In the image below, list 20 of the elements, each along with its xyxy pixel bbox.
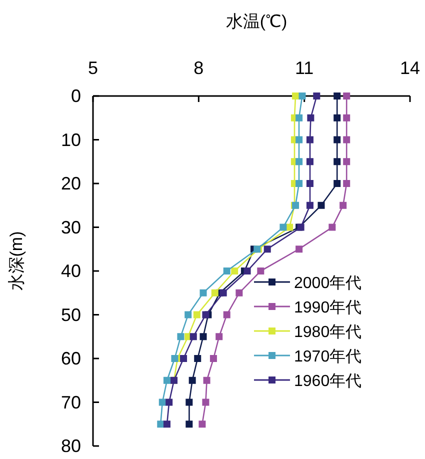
legend-label: 1960年代 [294, 373, 362, 390]
legend-label: 1980年代 [294, 324, 362, 341]
y-axis-title: 水深(m) [7, 231, 26, 291]
y-tick-label: 0 [70, 86, 81, 106]
y-tick-label: 30 [60, 217, 81, 238]
x-axis-title: 水温(℃) [226, 12, 288, 31]
x-tick-label: 5 [88, 58, 98, 78]
y-tick-label: 20 [60, 174, 81, 194]
y-tick-label: 10 [60, 130, 81, 150]
legend-label: 2000年代 [294, 275, 362, 292]
y-tick-label: 50 [60, 304, 81, 325]
y-tick-label: 80 [60, 436, 81, 456]
x-tick-label: 14 [400, 58, 420, 78]
x-tick-label: 8 [194, 58, 204, 78]
y-tick-label: 70 [60, 392, 81, 412]
x-tick-label: 11 [294, 58, 314, 78]
y-tick-label: 60 [60, 348, 81, 368]
legend-label: 1970年代 [294, 348, 362, 366]
legend-label: 1990年代 [294, 300, 362, 316]
y-tick-label: 40 [60, 261, 81, 281]
